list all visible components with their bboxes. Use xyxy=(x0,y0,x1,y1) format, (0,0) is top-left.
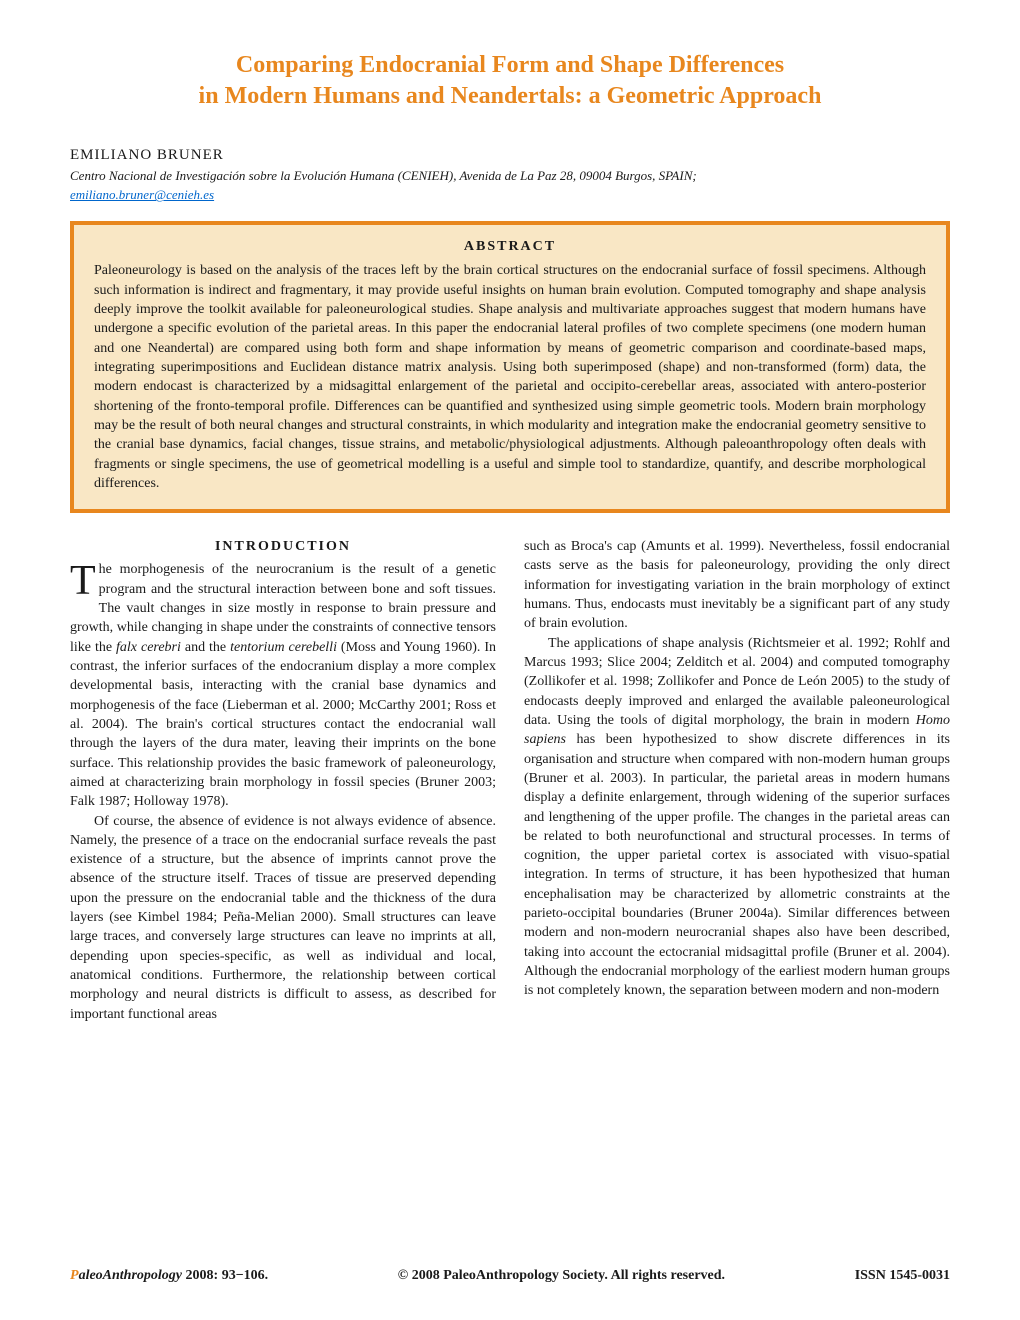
introduction-heading: INTRODUCTION xyxy=(70,537,496,556)
footer-left: PaleoAnthropology 2008: 93−106. xyxy=(70,1268,268,1284)
p1-em1: falx cerebri xyxy=(116,640,181,655)
col2-paragraph-2: The applications of shape analysis (Rich… xyxy=(524,634,950,1001)
dropcap: T xyxy=(70,560,99,600)
title-line-2: in Modern Humans and Neandertals: a Geom… xyxy=(199,83,822,109)
title-line-1: Comparing Endocranial Form and Shape Dif… xyxy=(236,52,784,78)
journal-initial: P xyxy=(70,1268,79,1283)
article-title: Comparing Endocranial Form and Shape Dif… xyxy=(70,50,950,112)
abstract-box: ABSTRACT Paleoneurology is based on the … xyxy=(70,221,950,513)
right-column: such as Broca's cap (Amunts et al. 1999)… xyxy=(524,537,950,1024)
year-pages: 2008: 93−106. xyxy=(182,1268,268,1283)
left-column: INTRODUCTION The morphogenesis of the ne… xyxy=(70,537,496,1024)
journal-name: aleoAnthropology xyxy=(79,1268,182,1283)
abstract-heading: ABSTRACT xyxy=(94,239,926,255)
abstract-text: Paleoneurology is based on the analysis … xyxy=(94,261,926,493)
intro-paragraph-1: The morphogenesis of the neurocranium is… xyxy=(70,560,496,811)
p1-em2: tentorium cerebelli xyxy=(230,640,337,655)
author-name: EMILIANO BRUNER xyxy=(70,147,950,164)
p1-text-mid: and the xyxy=(181,640,230,655)
col2-p2-b: has been hypothesized to show discrete d… xyxy=(524,732,950,998)
intro-paragraph-2: Of course, the absence of evidence is no… xyxy=(70,812,496,1024)
footer-issn: ISSN 1545-0031 xyxy=(855,1268,950,1284)
body-columns: INTRODUCTION The morphogenesis of the ne… xyxy=(70,537,950,1024)
p1-text-b: (Moss and Young 1960). In contrast, the … xyxy=(70,640,496,810)
author-email-link[interactable]: emiliano.bruner@cenieh.es xyxy=(70,187,214,203)
footer-copyright: © 2008 PaleoAnthropology Society. All ri… xyxy=(398,1268,725,1284)
col2-paragraph-1: such as Broca's cap (Amunts et al. 1999)… xyxy=(524,537,950,634)
page-footer: PaleoAnthropology 2008: 93−106. © 2008 P… xyxy=(70,1268,950,1284)
author-affiliation: Centro Nacional de Investigación sobre l… xyxy=(70,168,950,184)
col2-p2-a: The applications of shape analysis (Rich… xyxy=(524,636,950,728)
